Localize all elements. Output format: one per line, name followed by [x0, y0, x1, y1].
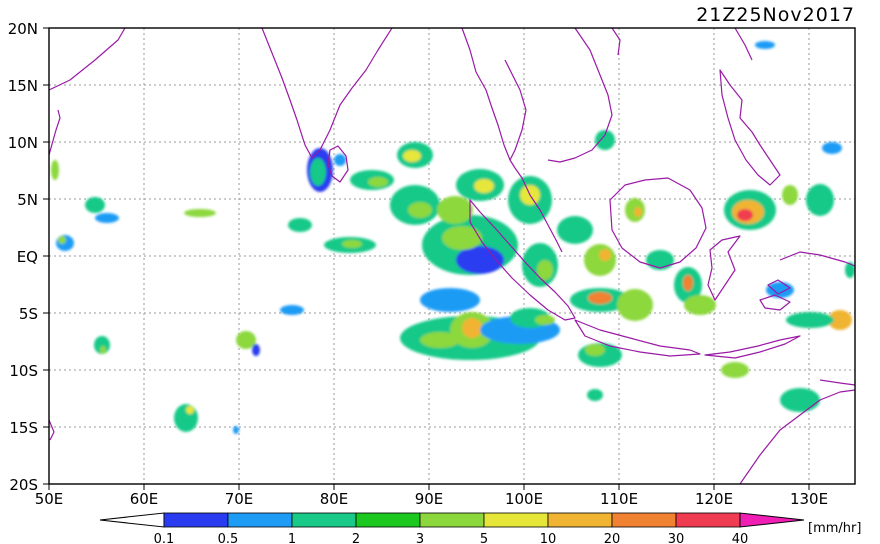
lat-label-5n: 5N	[17, 191, 38, 209]
colorbar-tick-label: 0.1	[154, 532, 175, 544]
lat-label-5s: 5S	[19, 305, 38, 323]
colorbar-swatches	[163, 512, 741, 528]
lon-label-80e: 80E	[320, 490, 349, 508]
lon-label-90e: 90E	[415, 490, 444, 508]
colorbar-swatch	[163, 512, 229, 528]
colorbar-tick-label: 10	[540, 532, 557, 544]
coastlines	[49, 28, 855, 484]
lon-label-60e: 60E	[130, 490, 159, 508]
colorbar-swatch	[547, 512, 613, 528]
colorbar-tick-label: 20	[604, 532, 621, 544]
colorbar-swatch	[291, 512, 357, 528]
colorbar-swatch	[611, 512, 677, 528]
lon-label-120e: 120E	[695, 490, 733, 508]
colorbar-swatch	[419, 512, 485, 528]
colorbar-tick-label: 3	[416, 532, 424, 544]
longitude-labels: 50E 60E 70E 80E 90E 100E 110E 120E 130E	[35, 490, 828, 508]
lon-label-110e: 110E	[600, 490, 638, 508]
colorbar-swatch	[483, 512, 549, 528]
lat-label-20s: 20S	[9, 476, 38, 494]
lon-label-50e: 50E	[35, 490, 64, 508]
lon-label-70e: 70E	[225, 490, 254, 508]
colorbar-tick-label: 30	[668, 532, 685, 544]
lat-label-10n: 10N	[8, 134, 38, 152]
colorbar-low-arrow	[99, 512, 165, 528]
latitude-labels: 20N 15N 10N 5N EQ 5S 10S 15S 20S	[8, 20, 38, 494]
colorbar-unit: [mm/hr]	[808, 521, 861, 536]
colorbar-tick-label: 1	[288, 532, 296, 544]
colorbar-swatch	[227, 512, 293, 528]
colorbar-tick-label: 5	[480, 532, 488, 544]
lon-label-130e: 130E	[790, 490, 828, 508]
precipitation-field	[51, 41, 855, 434]
colorbar-tick-label: 2	[352, 532, 360, 544]
colorbar-tick-labels: 0.1 0.5 1 2 3 5 10 20 30 40	[154, 532, 749, 544]
colorbar-tick-label: 40	[732, 532, 749, 544]
lat-label-15n: 15N	[8, 77, 38, 95]
colorbar-tick-label: 0.5	[218, 532, 239, 544]
map-title: 21Z25Nov2017	[696, 4, 855, 26]
colorbar-swatch	[675, 512, 741, 528]
colorbar: 0.1 0.5 1 2 3 5 10 20 30 40 [mm/hr]	[99, 512, 861, 544]
lon-label-100e: 100E	[505, 490, 543, 508]
lat-label-10s: 10S	[9, 362, 38, 380]
lat-label-eq: EQ	[17, 248, 38, 266]
colorbar-high-arrow	[739, 512, 805, 528]
lat-label-15s: 15S	[9, 419, 38, 437]
colorbar-swatch	[355, 512, 421, 528]
lat-label-20n: 20N	[8, 20, 38, 38]
